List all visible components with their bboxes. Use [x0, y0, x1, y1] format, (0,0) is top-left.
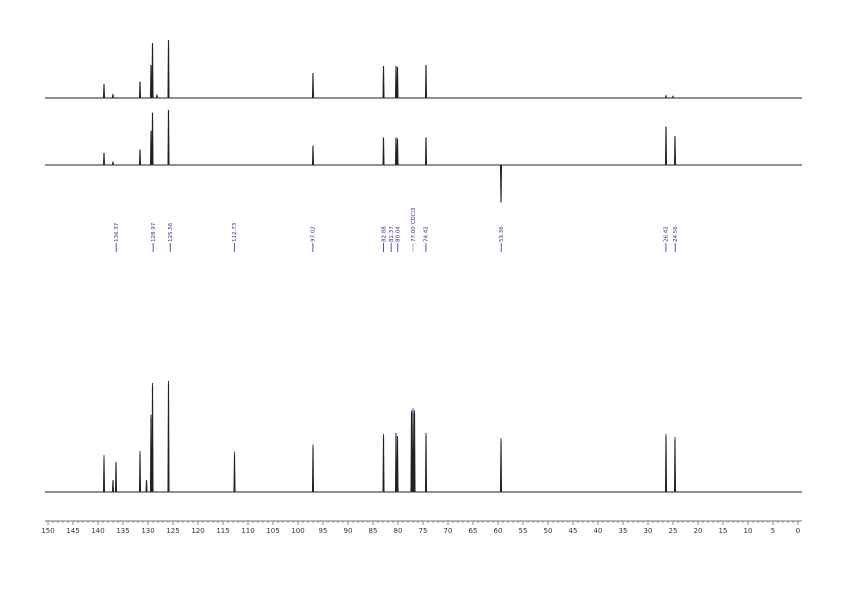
x-tick-label: 65 [469, 527, 478, 535]
x-tick-label: 80 [394, 527, 403, 535]
peak-label: 80.04 [396, 226, 402, 242]
peak-label-group: 136.37 128.97 125.56 112.73 97.02 82.88 81.37 8… [114, 207, 679, 252]
x-tick-label: 15 [719, 527, 728, 535]
x-tick-label: 105 [266, 527, 279, 535]
x-tick-label: 20 [694, 527, 703, 535]
x-tick-label: 35 [619, 527, 628, 535]
x-axis: 150 145 140 135 130 125 120 115 110 105 100 95 90 85 8… [41, 520, 802, 535]
x-tick-label: 0 [796, 527, 800, 535]
x-tick-label: 50 [544, 527, 553, 535]
spectrum-trace-1 [45, 40, 802, 99]
peak-label: 74.42 [424, 226, 430, 242]
x-tick-label: 45 [569, 527, 578, 535]
x-tick-label: 125 [166, 527, 179, 535]
x-tick-label: 145 [66, 527, 79, 535]
x-tick-label: 140 [91, 527, 104, 535]
peak-label: 81.37 [389, 226, 395, 242]
x-tick-label: 75 [419, 527, 428, 535]
spectrum-trace-2 [45, 109, 802, 203]
x-tick-label: 40 [594, 527, 603, 535]
x-tick-label: 95 [319, 527, 328, 535]
peak-label: 82.88 [381, 226, 387, 242]
peak-label: 136.37 [114, 222, 120, 242]
x-tick-label: 90 [344, 527, 353, 535]
x-tick-label: 85 [369, 527, 378, 535]
x-tick-label: 115 [216, 527, 229, 535]
spectrum-trace-3 [45, 383, 802, 493]
x-tick-label: 135 [116, 527, 129, 535]
peak-label: 77.00 CDCl3 [411, 207, 417, 242]
peak-label: 26.42 [664, 226, 670, 242]
peak-label: 24.56 [673, 226, 679, 242]
peak-label: 59.36 [499, 226, 505, 242]
peak-label: 97.02 [311, 226, 317, 242]
x-tick-label: 55 [519, 527, 528, 535]
x-tick-label: 70 [444, 527, 453, 535]
x-tick-label: 10 [744, 527, 753, 535]
peak-label: 125.56 [168, 222, 174, 242]
x-tick-label: 60 [494, 527, 503, 535]
peak-label: 128.97 [151, 222, 157, 242]
x-tick-label: 120 [191, 527, 204, 535]
x-tick-label: 25 [669, 527, 678, 535]
peak-label: 112.73 [232, 222, 238, 242]
x-tick-label: 110 [241, 527, 254, 535]
spectrum-traces [45, 40, 802, 493]
x-tick-label: 150 [41, 527, 54, 535]
x-tick-label: 30 [644, 527, 653, 535]
x-tick-label: 5 [771, 527, 775, 535]
x-tick-label: 130 [141, 527, 154, 535]
x-tick-label: 100 [291, 527, 304, 535]
